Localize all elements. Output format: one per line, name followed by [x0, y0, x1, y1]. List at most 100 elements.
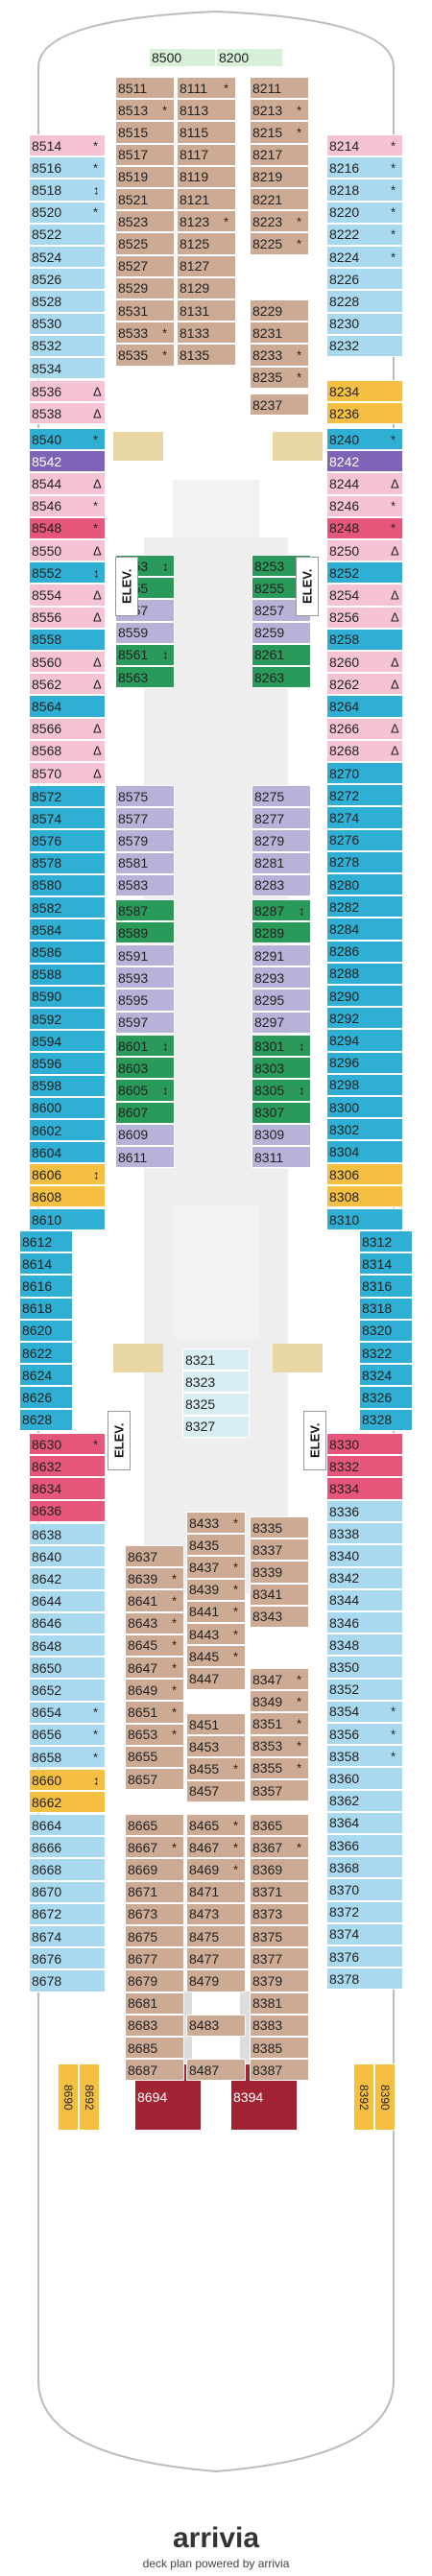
- cabin-8601[interactable]: 8601 ↕: [115, 1035, 175, 1058]
- cabin-8595[interactable]: 8595: [115, 989, 175, 1012]
- cabin-8673[interactable]: 8673: [125, 1902, 184, 1925]
- cabin-8392[interactable]: 8392: [353, 2063, 374, 2131]
- cabin-8370[interactable]: 8370: [326, 1878, 403, 1901]
- cabin-8330[interactable]: 8330: [326, 1433, 403, 1456]
- cabin-8303[interactable]: 8303: [252, 1057, 311, 1080]
- cabin-8678[interactable]: 8678: [29, 1969, 106, 1992]
- cabin-8353[interactable]: 8353 *: [250, 1734, 309, 1757]
- cabin-8349[interactable]: 8349 *: [250, 1690, 309, 1713]
- cabin-8129[interactable]: 8129: [177, 276, 236, 299]
- cabin-8622[interactable]: 8622: [19, 1342, 73, 1365]
- cabin-8305[interactable]: 8305 ↕: [252, 1079, 311, 1102]
- cabin-8653[interactable]: 8653 *: [125, 1723, 184, 1746]
- cabin-8685[interactable]: 8685: [125, 2037, 184, 2060]
- cabin-8323[interactable]: 8323: [182, 1371, 250, 1394]
- cabin-8266[interactable]: 8266 Δ: [326, 717, 403, 740]
- cabin-8221[interactable]: 8221: [250, 188, 309, 211]
- cabin-8473[interactable]: 8473: [186, 1902, 246, 1925]
- cabin-8603[interactable]: 8603: [115, 1057, 175, 1080]
- cabin-8378[interactable]: 8378: [326, 1968, 403, 1991]
- cabin-8233[interactable]: 8233 *: [250, 344, 309, 367]
- cabin-8657[interactable]: 8657: [125, 1768, 184, 1791]
- cabin-8487[interactable]: 8487: [186, 2059, 246, 2082]
- cabin-8437[interactable]: 8437 *: [186, 1556, 246, 1579]
- cabin-8457[interactable]: 8457: [186, 1779, 246, 1802]
- cabin-8667[interactable]: 8667 *: [125, 1836, 184, 1859]
- cabin-8311[interactable]: 8311: [252, 1146, 311, 1169]
- cabin-8222[interactable]: 8222 *: [326, 223, 403, 246]
- cabin-8542[interactable]: 8542: [29, 450, 106, 473]
- cabin-8308[interactable]: 8308: [326, 1185, 403, 1208]
- cabin-8600[interactable]: 8600: [29, 1096, 106, 1119]
- cabin-8577[interactable]: 8577: [115, 807, 175, 830]
- cabin-8441[interactable]: 8441 *: [186, 1600, 246, 1623]
- cabin-8676[interactable]: 8676: [29, 1947, 106, 1970]
- cabin-8628[interactable]: 8628: [19, 1408, 73, 1431]
- cabin-8453[interactable]: 8453: [186, 1735, 246, 1758]
- cabin-8312[interactable]: 8312: [359, 1230, 413, 1253]
- cabin-8563[interactable]: 8563: [115, 666, 175, 689]
- cabin-8385[interactable]: 8385: [250, 2037, 309, 2060]
- cabin-8467[interactable]: 8467 *: [186, 1836, 246, 1859]
- cabin-8536[interactable]: 8536 Δ: [29, 380, 106, 403]
- cabin-8339[interactable]: 8339: [250, 1561, 309, 1584]
- cabin-8335[interactable]: 8335: [250, 1516, 309, 1539]
- cabin-8540[interactable]: 8540 *: [29, 428, 106, 451]
- cabin-8340[interactable]: 8340: [326, 1544, 403, 1567]
- cabin-8648[interactable]: 8648: [29, 1634, 106, 1658]
- cabin-8215[interactable]: 8215 *: [250, 121, 309, 144]
- cabin-8282[interactable]: 8282: [326, 895, 403, 918]
- cabin-8637[interactable]: 8637: [125, 1545, 184, 1568]
- cabin-8229[interactable]: 8229: [250, 299, 309, 322]
- cabin-8668[interactable]: 8668: [29, 1858, 106, 1881]
- cabin-8592[interactable]: 8592: [29, 1008, 106, 1031]
- cabin-8318[interactable]: 8318: [359, 1297, 413, 1320]
- cabin-8304[interactable]: 8304: [326, 1140, 403, 1163]
- cabin-8561[interactable]: 8561 ↕: [115, 643, 175, 666]
- cabin-8533[interactable]: 8533 *: [115, 322, 175, 345]
- cabin-8213[interactable]: 8213 *: [250, 99, 309, 122]
- cabin-8374[interactable]: 8374: [326, 1922, 403, 1945]
- cabin-8279[interactable]: 8279: [252, 829, 311, 852]
- cabin-8332[interactable]: 8332: [326, 1455, 403, 1478]
- cabin-8606[interactable]: 8606 ↕: [29, 1163, 106, 1186]
- cabin-8307[interactable]: 8307: [252, 1101, 311, 1124]
- cabin-8574[interactable]: 8574: [29, 807, 106, 830]
- cabin-8445[interactable]: 8445 *: [186, 1645, 246, 1668]
- cabin-8127[interactable]: 8127: [177, 254, 236, 277]
- cabin-8260[interactable]: 8260 Δ: [326, 651, 403, 674]
- cabin-8250[interactable]: 8250 Δ: [326, 539, 403, 562]
- cabin-8296[interactable]: 8296: [326, 1051, 403, 1074]
- cabin-8524[interactable]: 8524: [29, 246, 106, 269]
- cabin-8568[interactable]: 8568 Δ: [29, 739, 106, 762]
- cabin-8235[interactable]: 8235 *: [250, 366, 309, 389]
- cabin-8639[interactable]: 8639 *: [125, 1567, 184, 1590]
- cabin-8284[interactable]: 8284: [326, 918, 403, 941]
- cabin-8350[interactable]: 8350: [326, 1656, 403, 1679]
- cabin-8649[interactable]: 8649 *: [125, 1679, 184, 1702]
- cabin-8643[interactable]: 8643 *: [125, 1611, 184, 1634]
- cabin-8692[interactable]: 8692: [79, 2063, 100, 2131]
- cabin-8534[interactable]: 8534: [29, 357, 106, 380]
- cabin-8133[interactable]: 8133: [177, 322, 236, 345]
- cabin-8605[interactable]: 8605 ↕: [115, 1079, 175, 1102]
- cabin-8665[interactable]: 8665: [125, 1814, 184, 1837]
- cabin-8283[interactable]: 8283: [252, 873, 311, 896]
- cabin-8390[interactable]: 8390: [374, 2063, 396, 2131]
- cabin-8281[interactable]: 8281: [252, 851, 311, 874]
- cabin-8383[interactable]: 8383: [250, 2014, 309, 2037]
- cabin-8387[interactable]: 8387: [250, 2059, 309, 2082]
- cabin-8610[interactable]: 8610: [29, 1208, 106, 1231]
- cabin-8338[interactable]: 8338: [326, 1522, 403, 1545]
- cabin-8626[interactable]: 8626: [19, 1386, 73, 1409]
- cabin-8677[interactable]: 8677: [125, 1947, 184, 1970]
- cabin-8300[interactable]: 8300: [326, 1096, 403, 1119]
- cabin-8358[interactable]: 8358 *: [326, 1745, 403, 1768]
- cabin-8272[interactable]: 8272: [326, 784, 403, 807]
- cabin-8220[interactable]: 8220 *: [326, 201, 403, 224]
- cabin-8477[interactable]: 8477: [186, 1947, 246, 1970]
- cabin-8634[interactable]: 8634: [29, 1477, 106, 1500]
- cabin-8286[interactable]: 8286: [326, 940, 403, 963]
- cabin-8280[interactable]: 8280: [326, 873, 403, 896]
- cabin-8240[interactable]: 8240 *: [326, 428, 403, 451]
